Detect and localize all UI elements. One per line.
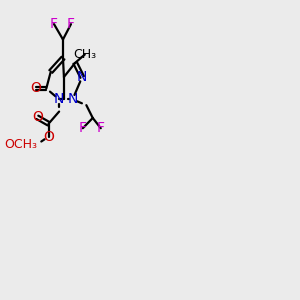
Text: CH₃: CH₃ <box>73 48 96 61</box>
Text: F: F <box>79 121 87 135</box>
Text: OCH₃: OCH₃ <box>4 138 37 151</box>
Text: F: F <box>50 17 58 31</box>
Text: O: O <box>43 130 54 143</box>
Text: F: F <box>67 17 75 31</box>
Text: F: F <box>97 121 105 135</box>
Text: N: N <box>77 70 87 84</box>
Text: O: O <box>30 82 41 95</box>
Text: N: N <box>54 92 64 106</box>
Text: N: N <box>68 92 78 106</box>
Text: O: O <box>32 110 43 124</box>
